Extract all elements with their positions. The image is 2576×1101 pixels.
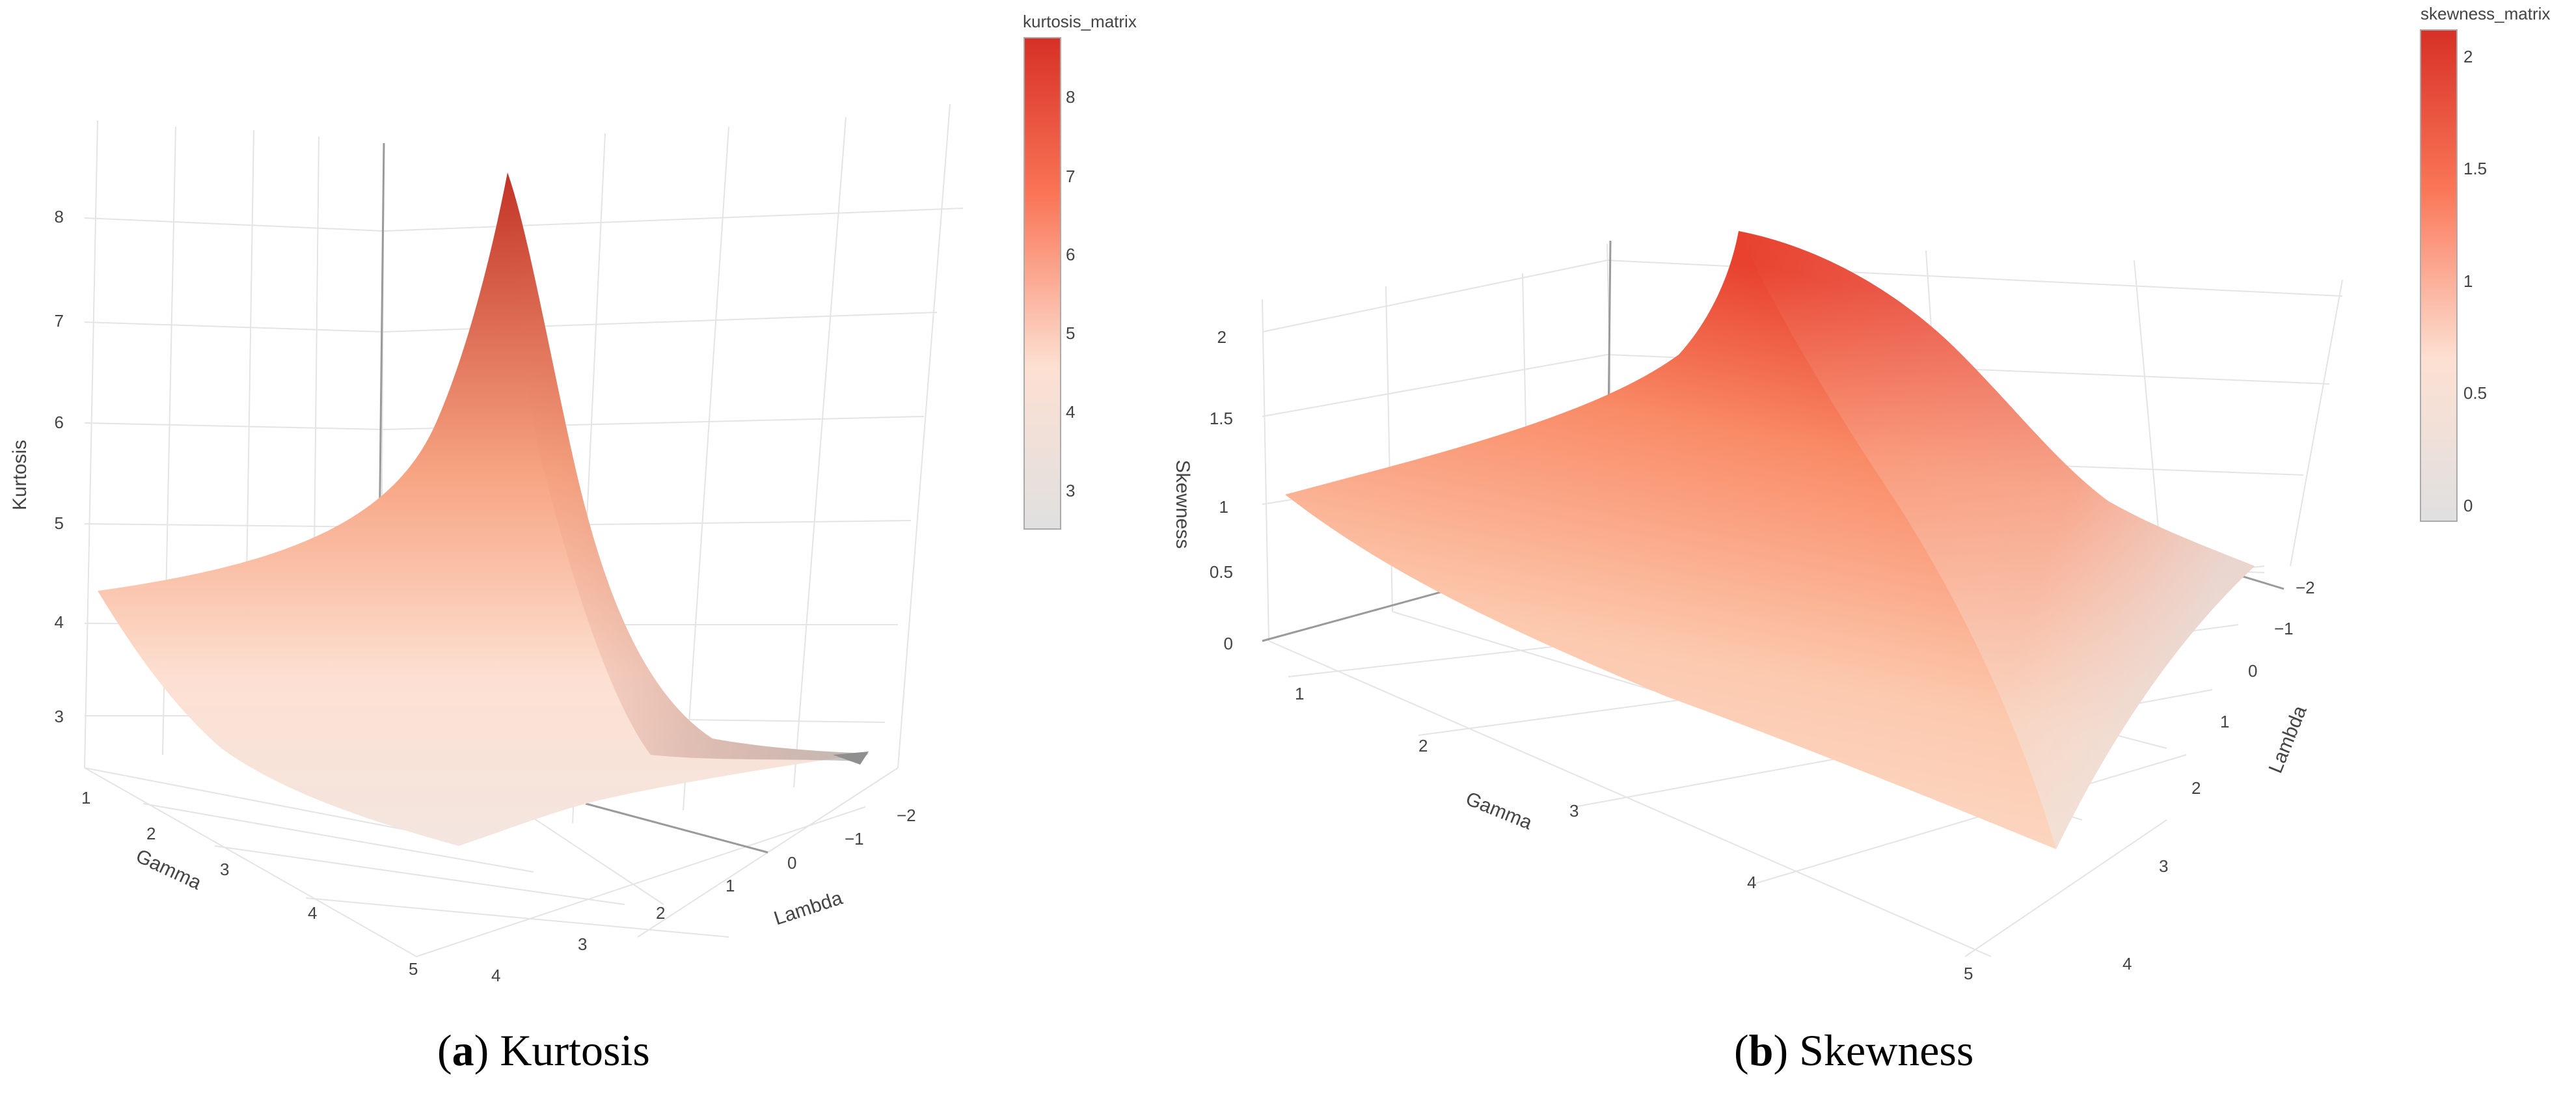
skewness-gamma-ticks: 1 2 3 4 5	[1295, 684, 1973, 983]
skewness-gamma-axis-title: Gamma	[1463, 788, 1536, 834]
skewness-z-ticks: 2 1.5 1 0.5 0	[1210, 327, 1233, 653]
z-tick: 8	[55, 207, 64, 226]
x-tick: 3	[220, 860, 229, 879]
colorbar-tick: 4	[1066, 402, 1075, 422]
y-tick: 4	[491, 966, 500, 985]
kurtosis-z-axis-title: Kurtosis	[9, 440, 31, 510]
x-tick: 1	[81, 788, 90, 808]
z-tick: 3	[55, 707, 64, 726]
x-tick: 4	[1747, 873, 1756, 892]
z-tick: 2	[1217, 327, 1227, 347]
y-tick: 1	[2220, 712, 2229, 731]
y-tick: 1	[725, 876, 735, 895]
colorbar-tick: 2	[2463, 47, 2473, 66]
kurtosis-lambda-ticks: −2 −1 0 1 2 3 4	[491, 806, 916, 985]
kurtosis-gamma-ticks: 1 2 3 4 5	[81, 788, 418, 979]
colorbar-tick: 1	[2463, 271, 2473, 291]
z-tick: 0.5	[1210, 562, 1233, 582]
y-tick: 0	[787, 853, 796, 873]
kurtosis-gridlines	[84, 103, 964, 957]
colorbar-tick: 6	[1066, 245, 1075, 264]
colorbar-tick: 7	[1066, 167, 1075, 186]
colorbar-tick: 0	[2463, 496, 2473, 515]
caption-a: (a) Kurtosis	[437, 1026, 650, 1075]
colorbar-gradient	[1024, 37, 1061, 530]
x-tick: 5	[1964, 964, 1973, 983]
caption-b-letter: b	[1748, 1026, 1774, 1075]
y-tick: −2	[2296, 578, 2315, 597]
y-tick: 2	[2191, 778, 2201, 798]
x-tick: 4	[308, 903, 317, 923]
skewness-panel: 2 1.5 1 0.5 0 Skewness 1 2 3 4 5 Gamma −…	[1172, 4, 2550, 983]
colorbar-gradient	[2420, 29, 2458, 522]
kurtosis-colorbar: kurtosis_matrix 8 7 6 5 4 3	[1023, 12, 1137, 530]
kurtosis-panel: 8 7 6 5 4 3 Kurtosis 1 2 3 4 5 Gamma −2 …	[9, 12, 1137, 985]
caption-a-letter: a	[452, 1026, 474, 1075]
caption-a-text: Kurtosis	[500, 1026, 650, 1075]
colorbar-title: kurtosis_matrix	[1023, 12, 1137, 31]
kurtosis-gamma-axis-title: Gamma	[133, 845, 205, 894]
kurtosis-surface-shading	[508, 172, 869, 761]
kurtosis-z-ticks: 8 7 6 5 4 3	[55, 207, 64, 726]
z-tick: 0	[1224, 634, 1233, 653]
skewness-surface-shading	[1739, 231, 2255, 849]
x-tick: 2	[1418, 736, 1428, 755]
y-tick: 0	[2248, 661, 2257, 681]
y-tick: 2	[656, 903, 665, 923]
colorbar-tick: 3	[1066, 481, 1075, 500]
z-tick: 7	[55, 311, 64, 331]
skewness-lambda-axis-title: Lambda	[2265, 703, 2311, 776]
colorbar-tick: 8	[1066, 87, 1075, 107]
y-tick: −1	[845, 829, 864, 849]
colorbar-tick: 1.5	[2463, 159, 2487, 178]
z-tick: 1	[1219, 497, 1228, 517]
caption-b: (b) Skewness	[1734, 1026, 1974, 1075]
y-tick: −1	[2274, 619, 2294, 638]
y-tick: 3	[2159, 856, 2168, 876]
colorbar-tick: 0.5	[2463, 383, 2487, 403]
x-tick: 5	[409, 959, 418, 979]
x-tick: 1	[1295, 684, 1304, 703]
kurtosis-lambda-axis-title: Lambda	[771, 887, 845, 929]
colorbar-tick: 5	[1066, 323, 1075, 343]
kurtosis-floor-axis	[585, 802, 768, 854]
y-tick: 4	[2122, 954, 2132, 973]
z-tick: 5	[55, 513, 64, 533]
y-tick: 3	[578, 934, 587, 954]
x-tick: 2	[146, 824, 156, 843]
kurtosis-surface-edge	[833, 752, 869, 765]
kurtosis-surface	[98, 172, 869, 846]
skewness-z-axis-title: Skewness	[1172, 460, 1193, 549]
caption-b-text: Skewness	[1799, 1026, 1974, 1075]
z-tick: 6	[55, 413, 64, 432]
z-tick: 4	[55, 612, 64, 632]
skewness-colorbar: skewness_matrix 2 1.5 1 0.5 0	[2420, 4, 2550, 522]
y-tick: −2	[897, 806, 916, 825]
colorbar-title: skewness_matrix	[2420, 4, 2550, 23]
skewness-lambda-ticks: −2 −1 0 1 2 3 4	[2122, 578, 2315, 973]
z-tick: 1.5	[1210, 409, 1233, 428]
x-tick: 3	[1569, 801, 1579, 821]
